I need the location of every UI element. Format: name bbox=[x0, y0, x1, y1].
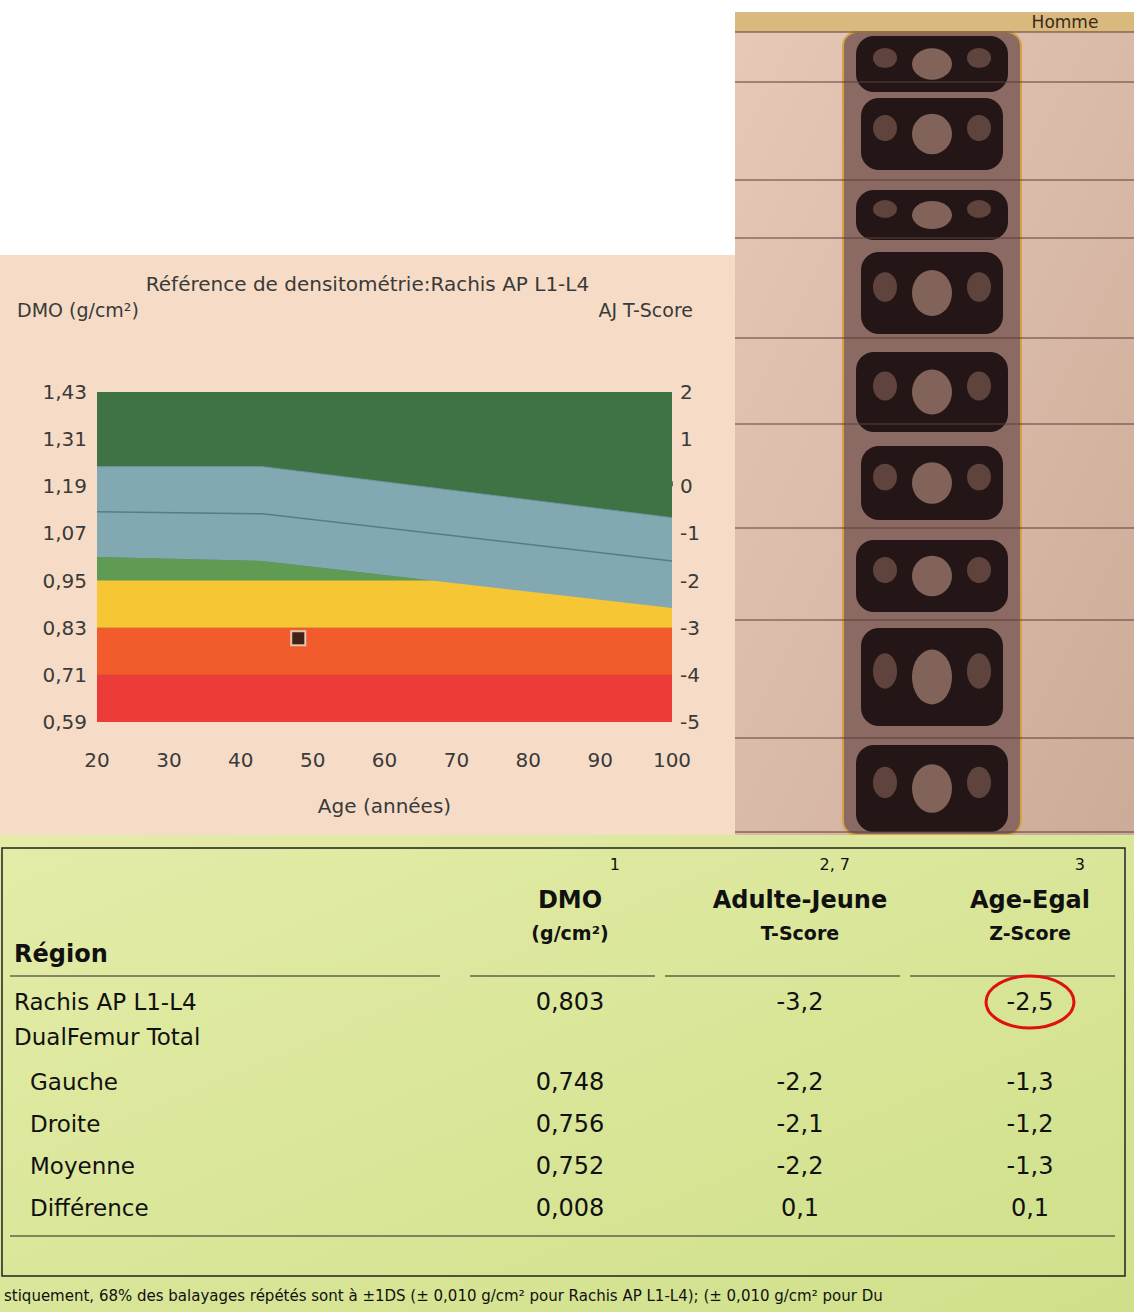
svg-text:-3,2: -3,2 bbox=[777, 988, 824, 1016]
svg-text:70: 70 bbox=[444, 748, 469, 772]
svg-text:0,756: 0,756 bbox=[536, 1110, 605, 1138]
svg-text:-5: -5 bbox=[680, 710, 700, 734]
svg-text:100: 100 bbox=[653, 748, 691, 772]
svg-text:20: 20 bbox=[84, 748, 109, 772]
svg-text:0: 0 bbox=[680, 474, 693, 498]
svg-text:DMO (g/cm²): DMO (g/cm²) bbox=[17, 299, 139, 321]
svg-text:40: 40 bbox=[228, 748, 253, 772]
svg-text:0,59: 0,59 bbox=[42, 710, 87, 734]
svg-text:1: 1 bbox=[680, 427, 693, 451]
svg-text:0,95: 0,95 bbox=[42, 569, 87, 593]
svg-text:-1,2: -1,2 bbox=[1007, 1110, 1054, 1138]
svg-text:DMO: DMO bbox=[538, 886, 602, 914]
svg-text:(g/cm²): (g/cm²) bbox=[531, 922, 608, 944]
svg-text:0,83: 0,83 bbox=[42, 616, 87, 640]
svg-text:Rachis AP L1-L4: Rachis AP L1-L4 bbox=[14, 989, 197, 1015]
svg-text:Adulte-Jeune: Adulte-Jeune bbox=[713, 886, 887, 914]
svg-text:Age (années): Age (années) bbox=[318, 794, 451, 818]
svg-text:-2,5: -2,5 bbox=[1007, 988, 1054, 1016]
svg-text:1: 1 bbox=[610, 855, 620, 874]
svg-text:-4: -4 bbox=[680, 663, 700, 687]
svg-text:Homme: Homme bbox=[1032, 12, 1099, 32]
svg-text:0,752: 0,752 bbox=[536, 1152, 605, 1180]
svg-text:-2: -2 bbox=[680, 569, 700, 593]
svg-text:Age-Egal: Age-Egal bbox=[970, 886, 1090, 914]
svg-text:Moyenne: Moyenne bbox=[30, 1153, 135, 1179]
svg-text:T-Score: T-Score bbox=[761, 922, 839, 944]
svg-text:0,71: 0,71 bbox=[42, 663, 87, 687]
svg-text:0,803: 0,803 bbox=[536, 988, 605, 1016]
svg-text:-2,1: -2,1 bbox=[777, 1110, 824, 1138]
svg-text:50: 50 bbox=[300, 748, 325, 772]
svg-text:3: 3 bbox=[1075, 855, 1085, 874]
svg-text:2, 7: 2, 7 bbox=[819, 855, 850, 874]
svg-text:Gauche: Gauche bbox=[30, 1069, 118, 1095]
svg-text:90: 90 bbox=[587, 748, 612, 772]
svg-text:1,19: 1,19 bbox=[42, 474, 87, 498]
svg-text:0,1: 0,1 bbox=[781, 1194, 819, 1222]
svg-text:0,008: 0,008 bbox=[536, 1194, 605, 1222]
svg-text:Référence de densitométrie:Rac: Référence de densitométrie:Rachis AP L1-… bbox=[146, 272, 589, 296]
svg-text:0,1: 0,1 bbox=[1011, 1194, 1049, 1222]
svg-text:80: 80 bbox=[516, 748, 541, 772]
svg-text:Z-Score: Z-Score bbox=[989, 922, 1071, 944]
svg-text:Région: Région bbox=[14, 940, 108, 968]
svg-text:1,43: 1,43 bbox=[42, 380, 87, 404]
svg-text:1,07: 1,07 bbox=[42, 521, 87, 545]
svg-text:-2,2: -2,2 bbox=[777, 1068, 824, 1096]
svg-text:1,31: 1,31 bbox=[42, 427, 87, 451]
svg-text:60: 60 bbox=[372, 748, 397, 772]
svg-text:-2,2: -2,2 bbox=[777, 1152, 824, 1180]
svg-text:-1: -1 bbox=[680, 521, 700, 545]
svg-text:0,748: 0,748 bbox=[536, 1068, 605, 1096]
svg-text:Différence: Différence bbox=[30, 1195, 149, 1221]
svg-text:Droite: Droite bbox=[30, 1111, 100, 1137]
svg-text:DualFemur Total: DualFemur Total bbox=[14, 1024, 200, 1050]
svg-text:stiquement, 68% des balayages: stiquement, 68% des balayages répétés so… bbox=[4, 1287, 883, 1305]
svg-text:-1,3: -1,3 bbox=[1007, 1068, 1054, 1096]
svg-text:AJ T-Score: AJ T-Score bbox=[598, 299, 693, 321]
svg-text:-3: -3 bbox=[680, 616, 700, 640]
svg-text:2: 2 bbox=[680, 380, 693, 404]
svg-text:30: 30 bbox=[156, 748, 181, 772]
svg-text:-1,3: -1,3 bbox=[1007, 1152, 1054, 1180]
